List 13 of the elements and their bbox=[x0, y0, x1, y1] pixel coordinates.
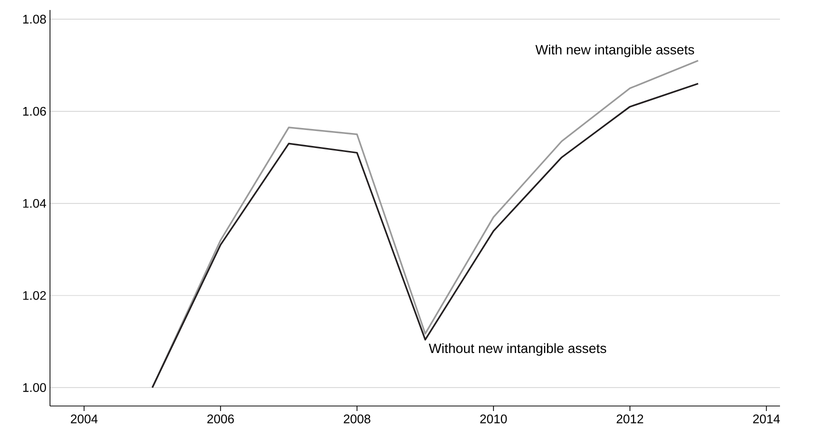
x-tick-label: 2014 bbox=[753, 414, 780, 424]
x-tick-label: 2010 bbox=[480, 414, 507, 424]
x-tick-label: 2008 bbox=[344, 414, 370, 424]
x-tick-label: 2012 bbox=[616, 414, 644, 424]
y-tick-label: 1.06 bbox=[23, 106, 46, 116]
y-tick-label: 1.02 bbox=[23, 291, 46, 300]
x-tick-label: 2004 bbox=[70, 414, 98, 424]
y-tick-label: 1.04 bbox=[23, 198, 46, 208]
series-label: Without new intangible assets bbox=[428, 343, 606, 356]
x-tick-label: 2006 bbox=[207, 414, 234, 424]
y-tick-label: 1.08 bbox=[23, 14, 46, 24]
y-tick-label: 1.00 bbox=[23, 383, 46, 392]
series-label: With new intangible assets bbox=[535, 44, 694, 58]
